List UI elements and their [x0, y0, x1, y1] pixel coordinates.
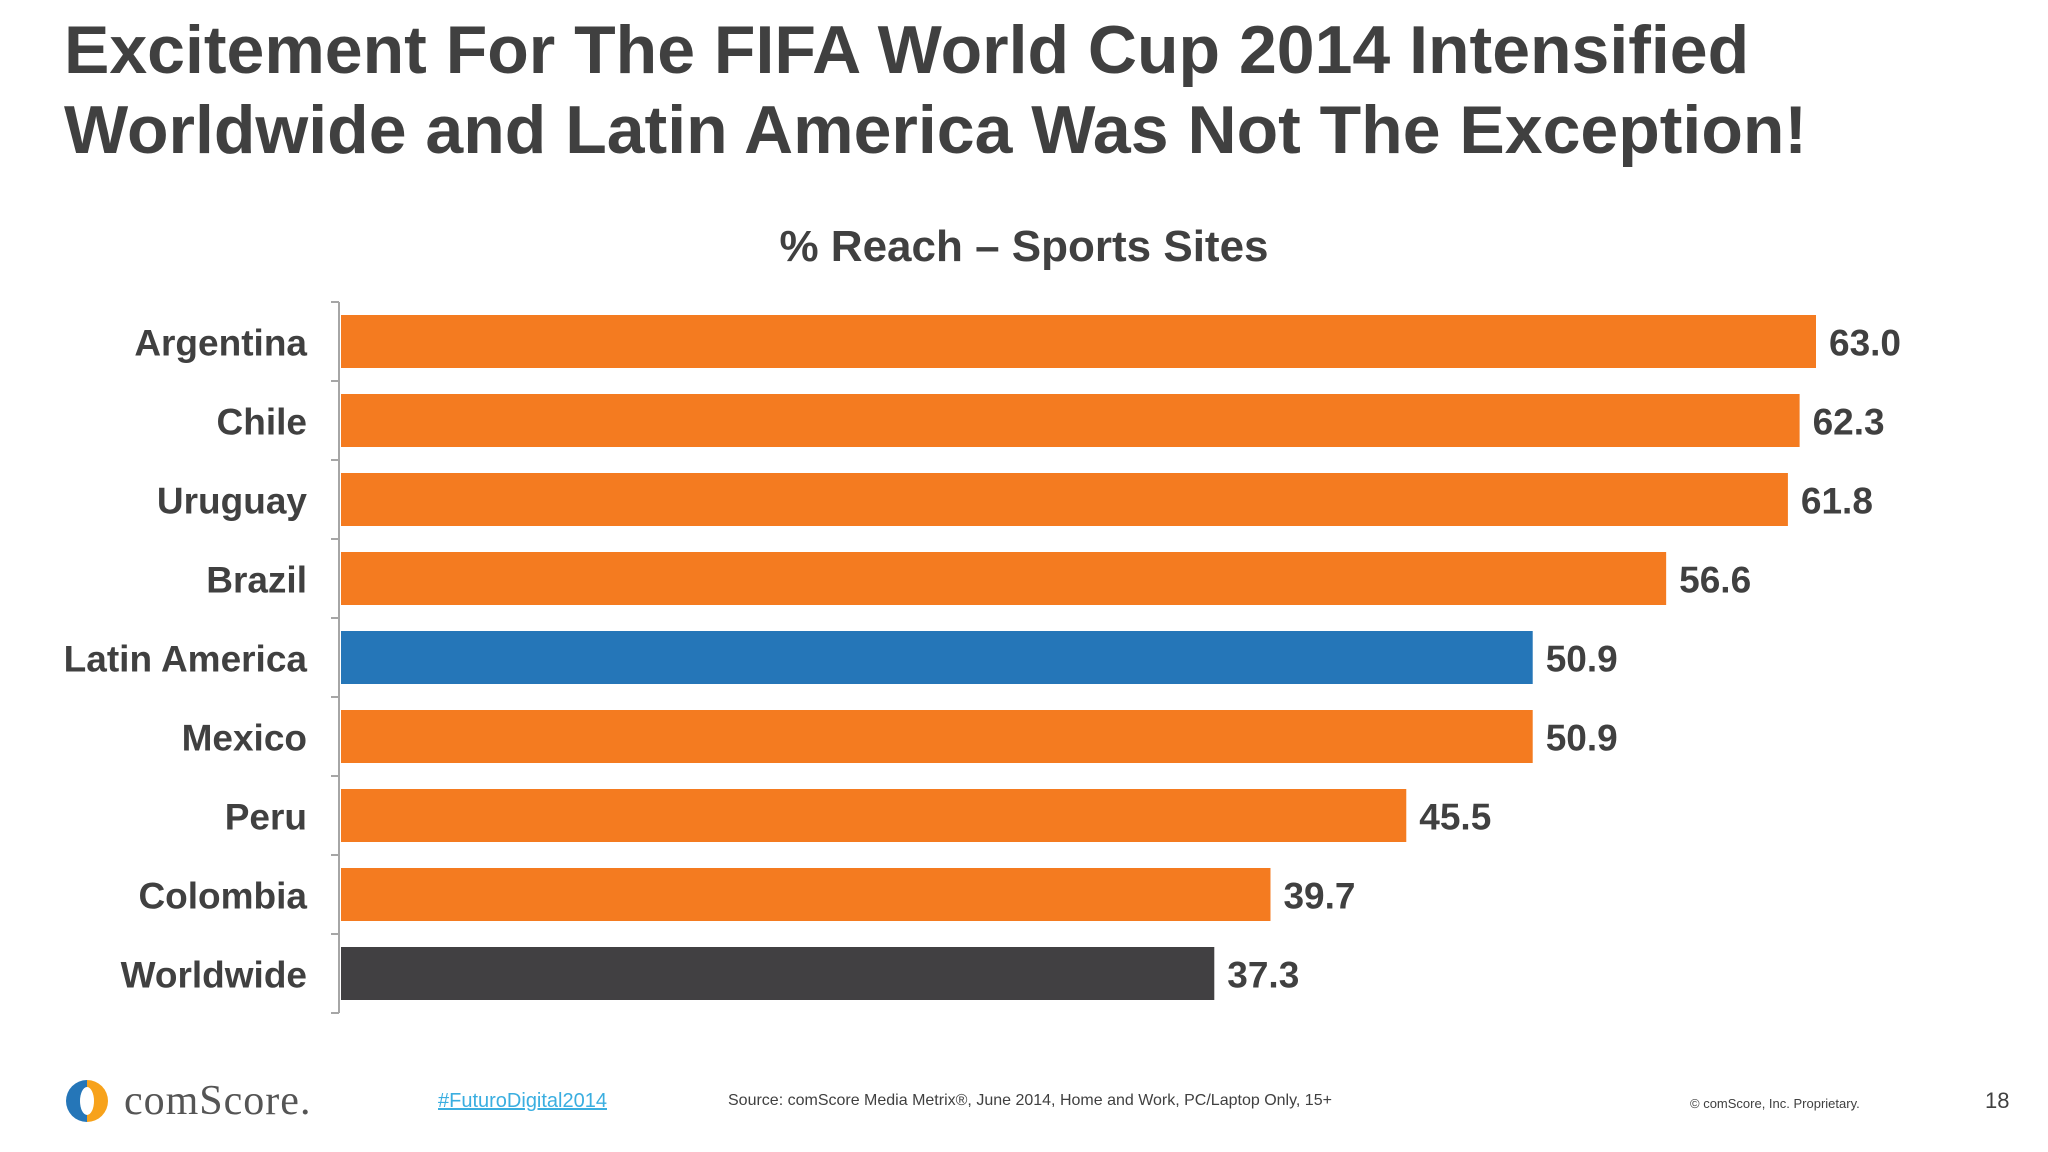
- data-label: 63.0: [1829, 323, 1901, 364]
- data-label: 61.8: [1801, 481, 1873, 522]
- data-label: 39.7: [1283, 876, 1355, 917]
- category-label: Worldwide: [121, 955, 307, 996]
- bar-peru: [341, 789, 1407, 842]
- bar-colombia: [341, 868, 1271, 921]
- data-label: 50.9: [1546, 718, 1618, 759]
- bar-chile: [341, 394, 1800, 447]
- slide-title: Excitement For The FIFA World Cup 2014 I…: [64, 10, 1964, 170]
- source-note: Source: comScore Media Metrix®, June 201…: [728, 1092, 1332, 1109]
- category-label: Latin America: [64, 639, 308, 680]
- data-label: 50.9: [1546, 639, 1618, 680]
- data-label: 56.6: [1679, 560, 1751, 601]
- bar-mexico: [341, 710, 1533, 763]
- bar-chart: Argentina 63.0 Chile 62.3 Uruguay 61.8 Brazil 5…: [64, 301, 1901, 1014]
- bar-uruguay: [341, 473, 1788, 526]
- category-label: Colombia: [138, 876, 307, 917]
- category-label: Brazil: [206, 560, 307, 601]
- slide-title-line-1: Excitement For The FIFA World Cup 2014 I…: [64, 12, 1750, 88]
- category-label: Peru: [225, 797, 307, 838]
- category-label: Mexico: [182, 718, 307, 759]
- chart-title: % Reach – Sports Sites: [779, 222, 1269, 271]
- logo-text: comScore.: [124, 1078, 312, 1124]
- bar-brazil: [341, 552, 1667, 605]
- bar-argentina: [341, 315, 1816, 368]
- bar-latin-america: [341, 631, 1533, 684]
- category-label: Uruguay: [157, 481, 308, 522]
- hashtag-link[interactable]: #FuturoDigital2014: [438, 1090, 607, 1112]
- category-label: Chile: [217, 402, 307, 443]
- data-label: 62.3: [1813, 402, 1885, 443]
- copyright-note: © comScore, Inc. Proprietary.: [1690, 1096, 1860, 1111]
- data-label: 37.3: [1227, 955, 1299, 996]
- data-label: 45.5: [1419, 797, 1491, 838]
- category-label: Argentina: [134, 323, 307, 364]
- slide-title-line-2: Worldwide and Latin America Was Not The …: [64, 92, 1808, 168]
- comscore-logo-icon: [66, 1080, 108, 1122]
- page-number: 18: [1985, 1088, 2010, 1113]
- comscore-logo: comScore.: [62, 1076, 362, 1126]
- bar-worldwide: [341, 947, 1215, 1000]
